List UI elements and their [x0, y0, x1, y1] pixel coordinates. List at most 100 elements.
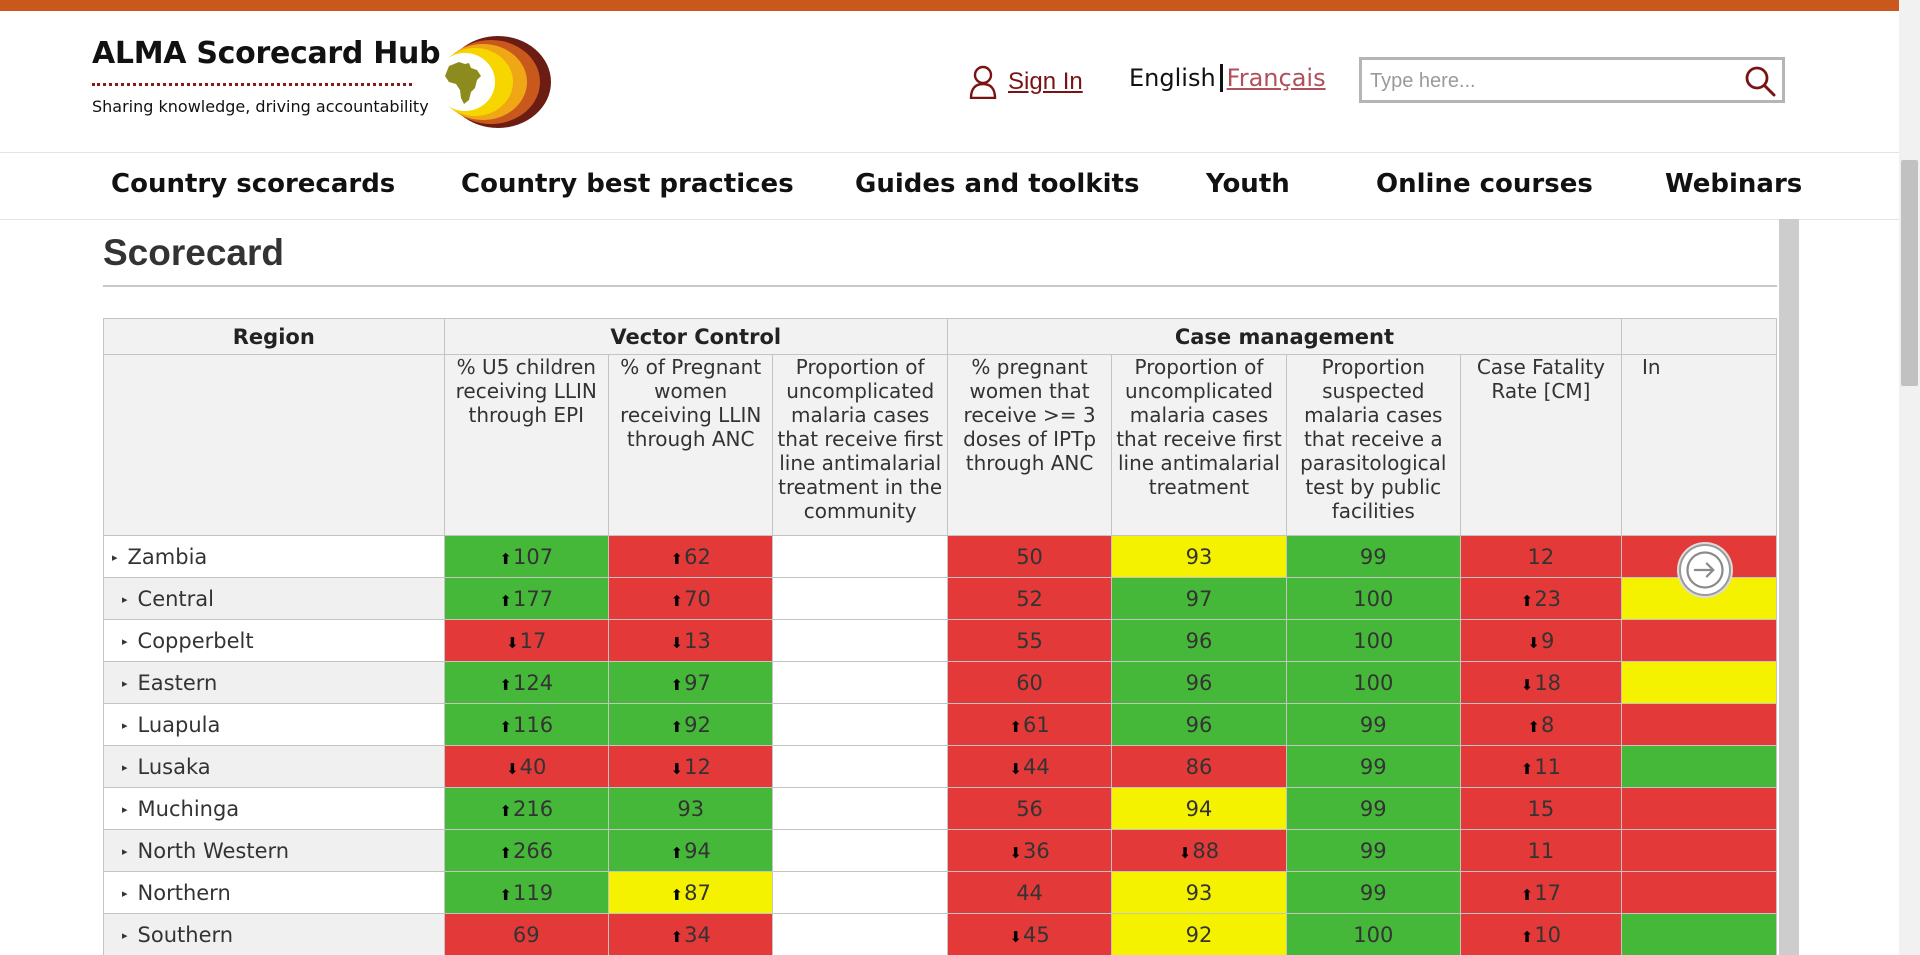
scorecard-scroll-area[interactable]: Region Vector Control Case management % …: [103, 318, 1777, 955]
score-value: 97: [1185, 586, 1213, 611]
score-value: 34: [684, 922, 711, 947]
score-cell: 12: [1459, 535, 1622, 578]
score-cell: 52: [946, 577, 1113, 620]
lang-english[interactable]: English: [1129, 64, 1216, 92]
nav-country-scorecards[interactable]: Country scorecards: [111, 169, 396, 199]
page-scrollbar-track[interactable]: [1899, 0, 1920, 955]
score-value: 40: [519, 754, 547, 779]
arrow-up-icon: ⬆: [670, 843, 684, 862]
score-cell: 15: [1459, 787, 1622, 830]
search-input[interactable]: [1368, 66, 1732, 96]
region-label: Central: [137, 586, 214, 611]
arrow-up-icon: ⬆: [1009, 717, 1022, 736]
region-cell[interactable]: ▸ Eastern: [103, 661, 445, 704]
arrow-up-icon: ⬆: [499, 843, 512, 862]
score-value: 107: [513, 544, 554, 569]
region-cell[interactable]: ▸ Southern: [103, 913, 445, 955]
score-cell: 55: [946, 619, 1113, 662]
arrow-up-icon: ⬆: [499, 885, 512, 904]
group-vector-control: Vector Control: [443, 318, 948, 355]
score-cell: ⬆87: [607, 871, 774, 914]
arrow-right-circle-icon[interactable]: [1679, 544, 1731, 596]
main-nav: Country scorecards Country best practice…: [0, 152, 1920, 220]
score-value: 100: [1353, 586, 1394, 611]
score-cell: ⬆11: [1459, 745, 1622, 788]
score-value: 96: [1185, 670, 1213, 695]
score-value: 100: [1353, 670, 1394, 695]
score-value: 61: [1022, 712, 1050, 737]
page-scrollbar-thumb[interactable]: [1901, 160, 1918, 386]
site-logo[interactable]: ALMA Scorecard Hub Sharing knowledge, dr…: [90, 32, 551, 132]
region-cell[interactable]: ▸ Muchinga: [103, 787, 445, 830]
expand-triangle-icon[interactable]: ▸: [122, 719, 128, 732]
region-label: North Western: [137, 838, 290, 863]
score-value: 94: [684, 838, 711, 863]
expand-triangle-icon[interactable]: ▸: [122, 761, 128, 774]
score-cell: 99: [1285, 745, 1461, 788]
sign-in-link[interactable]: Sign In: [968, 62, 1083, 102]
expand-triangle-icon[interactable]: ▸: [112, 551, 118, 564]
score-value: 69: [512, 922, 540, 947]
language-switcher: English Français: [1129, 64, 1326, 92]
arrow-down-icon: ⬇: [1009, 927, 1022, 946]
score-cell: 100: [1285, 913, 1461, 955]
score-value: 119: [513, 880, 554, 905]
logo-emblem: [435, 36, 551, 128]
region-cell[interactable]: ▸ Copperbelt: [103, 619, 445, 662]
arrow-up-icon: ⬆: [670, 927, 684, 946]
score-cell: 93: [1111, 871, 1287, 914]
arrow-up-icon: ⬆: [670, 591, 684, 610]
score-cell: ⬆17: [1459, 871, 1622, 914]
arrow-up-icon: ⬆: [499, 549, 512, 568]
group-case-management: Case management: [946, 318, 1622, 355]
score-value: 11: [1534, 754, 1562, 779]
nav-guides-toolkits[interactable]: Guides and toolkits: [855, 169, 1140, 199]
region-cell[interactable]: ▸ Lusaka: [103, 745, 445, 788]
expand-triangle-icon[interactable]: ▸: [122, 929, 128, 942]
nav-online-courses[interactable]: Online courses: [1376, 169, 1593, 199]
lang-french[interactable]: Français: [1226, 64, 1326, 92]
expand-triangle-icon[interactable]: ▸: [122, 803, 128, 816]
region-cell[interactable]: ▸ Luapula: [103, 703, 445, 746]
region-cell[interactable]: ▸ Zambia: [103, 535, 445, 578]
region-cell[interactable]: ▸ Central: [103, 577, 445, 620]
region-label: Luapula: [137, 712, 221, 737]
nav-webinars[interactable]: Webinars: [1665, 169, 1803, 199]
arrow-down-icon: ⬇: [1520, 675, 1534, 694]
score-value: 96: [1185, 628, 1213, 653]
scorecard-body: ▸ Zambia ⬆107 ⬆62 50 93 99 12 ▸ Central ⬆177 ⬆70 52 9…: [103, 535, 1777, 955]
nav-youth[interactable]: Youth: [1206, 169, 1290, 199]
score-value: 70: [684, 586, 711, 611]
score-value: 18: [1534, 670, 1562, 695]
table-row: ▸ Central ⬆177 ⬆70 52 97 100 ⬆23: [103, 577, 1777, 620]
arrow-up-icon: ⬆: [670, 717, 684, 736]
search-icon[interactable]: [1744, 65, 1776, 97]
arrow-up-icon: ⬆: [499, 801, 512, 820]
table-scrollbar[interactable]: [1779, 219, 1799, 955]
score-cell: ⬇13: [607, 619, 774, 662]
region-cell[interactable]: ▸ North Western: [103, 829, 445, 872]
expand-triangle-icon[interactable]: ▸: [122, 635, 128, 648]
arrow-down-icon: ⬇: [670, 633, 684, 652]
expand-triangle-icon[interactable]: ▸: [122, 593, 128, 606]
nav-country-best-practices[interactable]: Country best practices: [461, 169, 794, 199]
table-row: ▸ Northern ⬆119 ⬆87 44 93 99 ⬆17: [103, 871, 1777, 914]
expand-triangle-icon[interactable]: ▸: [122, 845, 128, 858]
expand-triangle-icon[interactable]: ▸: [122, 887, 128, 900]
score-cell: 69: [443, 913, 609, 955]
score-cell: ⬆8: [1459, 703, 1622, 746]
score-cell: 100: [1285, 619, 1461, 662]
score-cell: [772, 787, 948, 830]
score-cell: 86: [1111, 745, 1287, 788]
score-cell: 96: [1111, 703, 1287, 746]
region-label: Muchinga: [137, 796, 240, 821]
logo-tagline: Sharing knowledge, driving accountabilit…: [92, 97, 429, 116]
expand-triangle-icon[interactable]: ▸: [122, 677, 128, 690]
score-cell: [772, 535, 948, 578]
arrow-down-icon: ⬇: [1009, 759, 1022, 778]
score-cell: 99: [1285, 535, 1461, 578]
score-value: 23: [1534, 586, 1562, 611]
score-value: 10: [1534, 922, 1562, 947]
arrow-up-icon: ⬆: [1527, 717, 1540, 736]
region-cell[interactable]: ▸ Northern: [103, 871, 445, 914]
